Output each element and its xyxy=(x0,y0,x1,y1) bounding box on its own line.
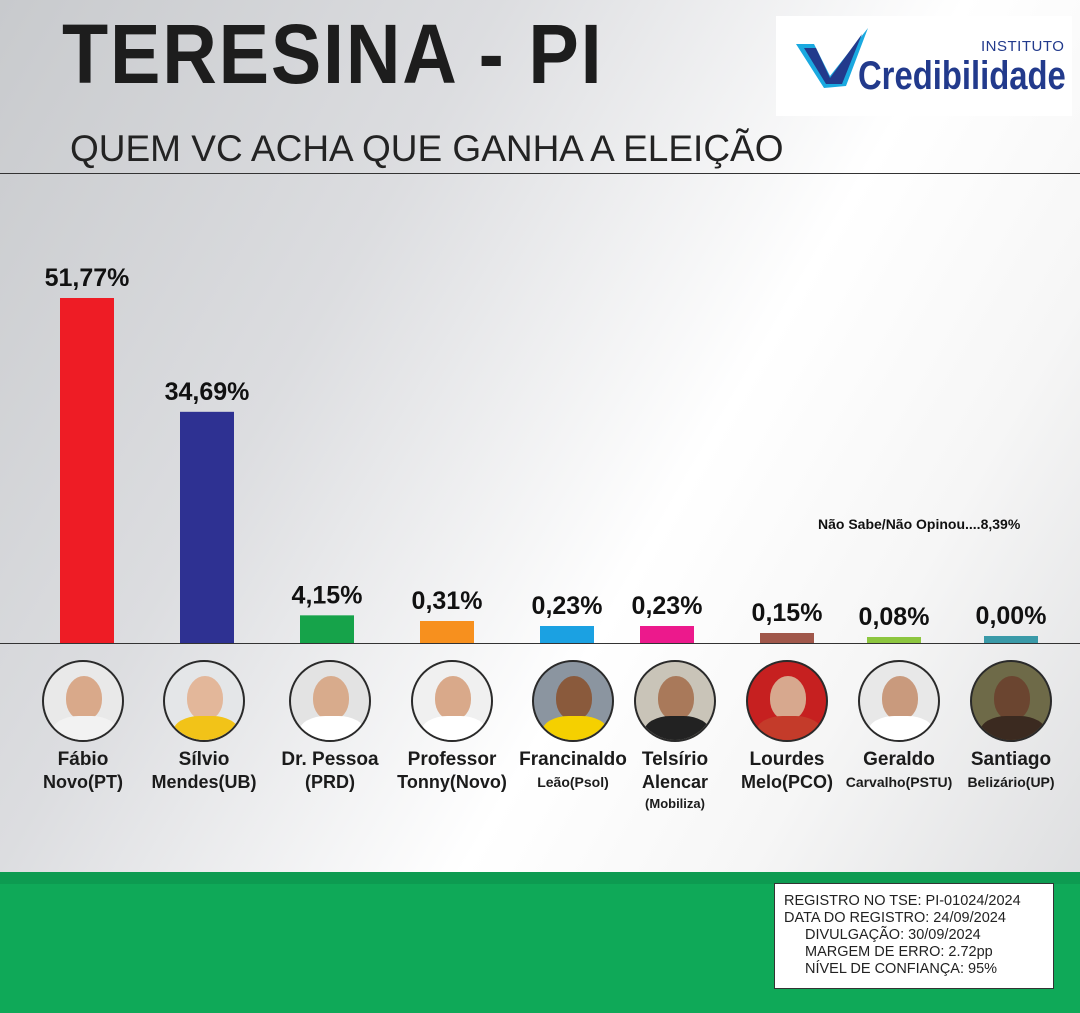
candidate-card: Francinaldo Leão(Psol) xyxy=(511,660,635,793)
candidate-name-line1: Professor xyxy=(407,749,497,770)
chart-subtitle: QUEM VC ACHA QUE GANHA A ELEIÇÃO xyxy=(70,128,784,169)
candidate-card: Telsírio Alencar (Mobiliza) xyxy=(613,660,737,814)
photo-face xyxy=(658,676,694,720)
candidate-name-line2: Mendes(UB) xyxy=(151,772,257,792)
candidate-card: Professor Tonny(Novo) xyxy=(390,660,514,794)
photo-face xyxy=(882,676,918,720)
bar-chart: 51,77% 34,69% 4,15% 0,31% 0,23% 0,23% 0,15% 0,0… xyxy=(45,264,1047,643)
candidate-name-line1: Lourdes xyxy=(749,749,825,770)
candidate-card: Santiago Belizário(UP) xyxy=(949,660,1073,793)
bar-value-label: 0,23% xyxy=(632,592,703,620)
bar-3 xyxy=(300,615,354,643)
candidate-card: Sílvio Mendes(UB) xyxy=(142,660,266,794)
photo-body xyxy=(542,716,608,740)
checkmark-logo-icon xyxy=(796,28,868,88)
chart-baseline xyxy=(0,643,1080,644)
bar-value-label: 4,15% xyxy=(292,581,363,609)
candidate-card: Geraldo Carvalho(PSTU) xyxy=(837,660,961,793)
candidate-name-line1: Fábio xyxy=(57,749,109,770)
candidate-name-line2: Tonny(Novo) xyxy=(397,772,507,792)
photo-body xyxy=(868,716,934,740)
registro-tse: REGISTRO NO TSE: PI-01024/2024 xyxy=(784,893,1021,909)
bar-4 xyxy=(420,621,474,643)
bar-value-label: 0,23% xyxy=(532,592,603,620)
footer-shade xyxy=(0,872,1080,884)
photo-body xyxy=(421,716,487,740)
candidate-name-line1: Telsírio xyxy=(641,749,709,770)
page-title: TERESINA - PI xyxy=(62,7,604,101)
photo-face xyxy=(66,676,102,720)
photo-face xyxy=(435,676,471,720)
photo-body xyxy=(980,716,1046,740)
candidate-name-line2: Belizário(UP) xyxy=(967,774,1055,790)
photo-face xyxy=(994,676,1030,720)
bar-9 xyxy=(984,636,1038,643)
candidate-card: Dr. Pessoa (PRD) xyxy=(268,660,392,794)
candidate-photo xyxy=(42,660,124,742)
bar-5 xyxy=(540,626,594,643)
bar-value-label: 0,00% xyxy=(976,602,1047,630)
registro-margem: MARGEM DE ERRO: 2.72pp xyxy=(805,944,993,960)
bar-6 xyxy=(640,626,694,643)
institute-logo: INSTITUTO Credibilidade xyxy=(776,16,1072,116)
candidate-name-line2: Leão(Psol) xyxy=(537,774,609,790)
registro-confianca: NÍVEL DE CONFIANÇA: 95% xyxy=(805,961,998,977)
photo-body xyxy=(173,716,239,740)
candidate-card: Lourdes Melo(PCO) xyxy=(725,660,849,794)
candidate-photo xyxy=(163,660,245,742)
logo-big-text: Credibilidade xyxy=(858,54,1066,98)
candidate-name-line1: Santiago xyxy=(970,749,1052,770)
photo-body xyxy=(644,716,710,740)
candidate-photo xyxy=(289,660,371,742)
photo-body xyxy=(756,716,822,740)
no-opinion-note: Não Sabe/Não Opinou....8,39% xyxy=(818,516,1021,532)
photo-face xyxy=(313,676,349,720)
photo-face xyxy=(770,676,806,720)
candidate-name-line1: Dr. Pessoa xyxy=(281,749,379,770)
bar-value-label: 0,31% xyxy=(412,587,483,615)
photo-body xyxy=(52,716,118,740)
bar-value-label: 0,08% xyxy=(859,603,930,631)
registration-box: REGISTRO NO TSE: PI-01024/2024 DATA DO R… xyxy=(774,883,1054,989)
candidate-photo xyxy=(634,660,716,742)
candidate-name-line2: Melo(PCO) xyxy=(741,772,833,792)
candidate-photo xyxy=(746,660,828,742)
logo-small-text: INSTITUTO xyxy=(981,38,1065,55)
candidate-name-line2: Carvalho(PSTU) xyxy=(845,774,953,790)
candidate-photo xyxy=(411,660,493,742)
candidate-name-line2: (PRD) xyxy=(305,772,355,792)
candidate-name-line3: (Mobiliza) xyxy=(645,796,705,811)
candidate-photo xyxy=(858,660,940,742)
photo-face xyxy=(556,676,592,720)
candidate-name-line1: Francinaldo xyxy=(519,749,627,770)
bar-value-label: 0,15% xyxy=(752,599,823,627)
candidate-card: Fábio Novo(PT) xyxy=(21,660,145,794)
bar-value-label: 34,69% xyxy=(165,378,250,406)
candidate-name-line2: Alencar xyxy=(641,772,709,792)
candidate-photo xyxy=(970,660,1052,742)
bar-2 xyxy=(180,411,234,643)
candidate-name-line2: Novo(PT) xyxy=(43,772,123,792)
registro-data: DATA DO REGISTRO: 24/09/2024 xyxy=(784,910,1006,926)
registro-divulgacao: DIVULGAÇÃO: 30/09/2024 xyxy=(805,927,981,943)
photo-body xyxy=(299,716,365,740)
bar-value-label: 51,77% xyxy=(45,264,130,292)
photo-face xyxy=(187,676,223,720)
candidate-photo xyxy=(532,660,614,742)
header-divider xyxy=(0,173,1080,174)
bar-8 xyxy=(867,637,921,643)
bar-1 xyxy=(60,298,114,643)
candidate-name-line1: Geraldo xyxy=(863,749,935,770)
candidate-name-line1: Sílvio xyxy=(178,749,230,770)
bar-7 xyxy=(760,633,814,643)
